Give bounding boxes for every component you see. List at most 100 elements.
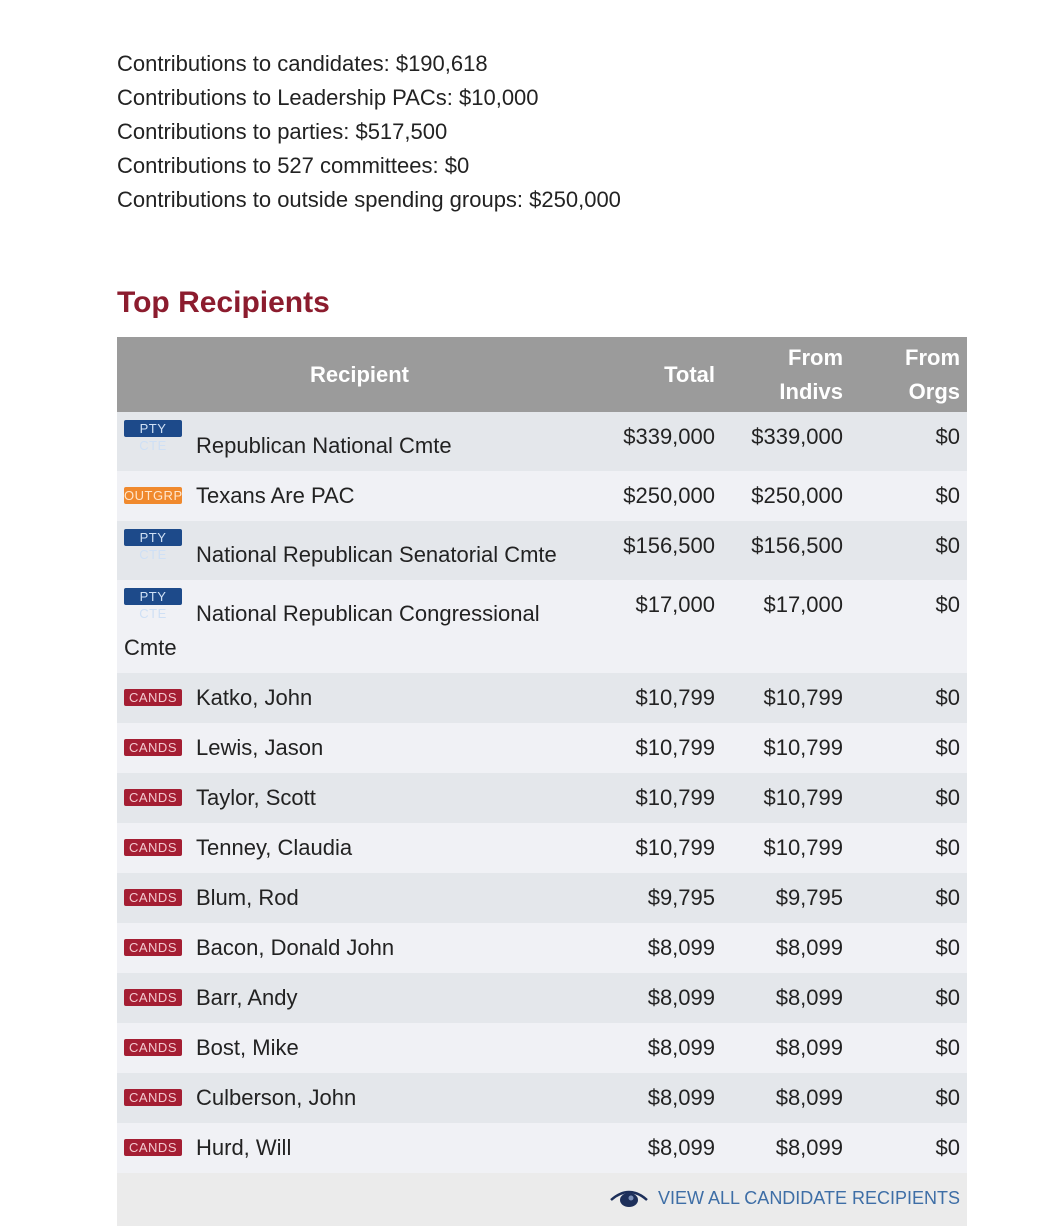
eye-icon: [610, 1190, 648, 1207]
recipient-cell: CANDS Lewis, Jason: [117, 723, 602, 773]
recipient-name: Blum, Rod: [196, 885, 299, 910]
column-header: Recipient: [117, 337, 602, 412]
link-text: VIEW ALL CANDIDATE RECIPIENTS: [657, 1188, 960, 1208]
amount-cell: $0: [850, 773, 967, 823]
amount-cell: $0: [850, 412, 967, 471]
column-header: From Indivs: [722, 337, 850, 412]
amount-cell: $10,799: [722, 773, 850, 823]
summary-line: Contributions to Leadership PACs: $10,00…: [117, 85, 539, 110]
amount-cell: $0: [850, 1023, 967, 1073]
type-badge: CANDS: [124, 789, 182, 806]
amount-cell: $250,000: [722, 471, 850, 521]
amount-cell: $10,799: [722, 823, 850, 873]
view-all-link[interactable]: VIEW ALL CANDIDATE RECIPIENTS: [610, 1181, 960, 1215]
recipient-name: Hurd, Will: [196, 1135, 292, 1160]
table-row: CANDS Hurd, Will $8,099 $8,099 $0: [117, 1123, 967, 1173]
summary-line: Contributions to parties: $517,500: [117, 119, 448, 144]
recipient-name: National Republican Congressional Cmte: [124, 601, 540, 660]
recipient-cell: OUTGRP Texans Are PAC: [117, 471, 602, 521]
amount-cell: $0: [850, 923, 967, 973]
amount-cell: $0: [850, 471, 967, 521]
recipient-cell: PTY CTE Republican National Cmte: [117, 412, 602, 471]
amount-cell: $339,000: [722, 412, 850, 471]
recipient-cell: CANDS Bacon, Donald John: [117, 923, 602, 973]
table-row: CANDS Barr, Andy $8,099 $8,099 $0: [117, 973, 967, 1023]
recipient-name: Katko, John: [196, 685, 313, 710]
type-badge: CANDS: [124, 689, 182, 706]
column-header: From Orgs: [850, 337, 967, 412]
amount-cell: $8,099: [602, 973, 722, 1023]
recipient-cell: CANDS Hurd, Will: [117, 1123, 602, 1173]
type-badge: CANDS: [124, 739, 182, 756]
recipient-name: Republican National Cmte: [196, 433, 452, 458]
recipient-cell: PTY CTE National Republican Senatorial Cm…: [117, 521, 602, 580]
amount-cell: $0: [850, 521, 967, 580]
type-badge: PTY CTE: [124, 529, 182, 562]
amount-cell: $0: [850, 723, 967, 773]
table-row: CANDS Bacon, Donald John $8,099 $8,099 $0: [117, 923, 967, 973]
column-header: Total: [602, 337, 722, 412]
amount-cell: $10,799: [602, 773, 722, 823]
recipient-cell: CANDS Barr, Andy: [117, 973, 602, 1023]
type-badge: CANDS: [124, 889, 182, 906]
amount-cell: $8,099: [722, 1073, 850, 1123]
amount-cell: $0: [850, 673, 967, 723]
table-row: CANDS Bost, Mike $8,099 $8,099 $0: [117, 1023, 967, 1073]
type-badge: CANDS: [124, 1089, 182, 1106]
amount-cell: $17,000: [722, 580, 850, 673]
recipients-table: Recipient Total From Indivs From Orgs PTY C…: [117, 337, 967, 1226]
amount-cell: $9,795: [722, 873, 850, 923]
amount-cell: $8,099: [722, 1123, 850, 1173]
recipient-cell: CANDS Culberson, John: [117, 1073, 602, 1123]
amount-cell: $17,000: [602, 580, 722, 673]
recipient-cell: CANDS Katko, John: [117, 673, 602, 723]
recipient-name: Tenney, Claudia: [196, 835, 353, 860]
recipient-cell: CANDS Bost, Mike: [117, 1023, 602, 1073]
amount-cell: $156,500: [722, 521, 850, 580]
table-row: OUTGRP Texans Are PAC $250,000 $250,000 $0: [117, 471, 967, 521]
table-row: CANDS Lewis, Jason $10,799 $10,799 $0: [117, 723, 967, 773]
amount-cell: $0: [850, 823, 967, 873]
recipient-name: Culberson, John: [196, 1085, 357, 1110]
amount-cell: $10,799: [602, 723, 722, 773]
recipient-name: Bost, Mike: [196, 1035, 299, 1060]
amount-cell: $156,500: [602, 521, 722, 580]
amount-cell: $9,795: [602, 873, 722, 923]
amount-cell: $10,799: [722, 673, 850, 723]
recipient-name: National Republican Senatorial Cmte: [196, 542, 557, 567]
recipient-cell: CANDS Taylor, Scott: [117, 773, 602, 823]
amount-cell: $339,000: [602, 412, 722, 471]
type-badge: OUTGRP: [124, 487, 183, 504]
summary-line: Contributions to 527 committees: $0: [117, 153, 470, 178]
amount-cell: $0: [850, 1123, 967, 1173]
amount-cell: $10,799: [602, 673, 722, 723]
table-row: CANDS Culberson, John $8,099 $8,099 $0: [117, 1073, 967, 1123]
type-badge: CANDS: [124, 1039, 182, 1056]
recipient-name: Texans Are PAC: [196, 483, 355, 508]
table-body: PTY CTE Republican National Cmte $339,000 $…: [117, 412, 967, 1226]
amount-cell: $8,099: [602, 1023, 722, 1073]
recipient-cell: PTY CTE National Republican Congressional…: [117, 580, 602, 673]
amount-cell: $8,099: [602, 923, 722, 973]
amount-cell: $8,099: [722, 923, 850, 973]
header-row: Recipient Total From Indivs From Orgs: [117, 337, 967, 412]
summary-line: Contributions to candidates: $190,618: [117, 51, 488, 76]
table-row: PTY CTE Republican National Cmte $339,000 $…: [117, 412, 967, 471]
recipient-cell: CANDS Tenney, Claudia: [117, 823, 602, 873]
table-row: CANDS Tenney, Claudia $10,799 $10,799 $0: [117, 823, 967, 873]
recipient-name: Taylor, Scott: [196, 785, 316, 810]
amount-cell: $8,099: [722, 973, 850, 1023]
type-badge: PTY CTE: [124, 588, 182, 621]
type-badge: CANDS: [124, 839, 182, 856]
amount-cell: $8,099: [602, 1073, 722, 1123]
type-badge: PTY CTE: [124, 420, 182, 453]
summary-line: Contributions to outside spending groups…: [117, 187, 621, 212]
amount-cell: $0: [850, 873, 967, 923]
table-row: CANDS Taylor, Scott $10,799 $10,799 $0: [117, 773, 967, 823]
table-row: PTY CTE National Republican Congressional…: [117, 580, 967, 673]
recipient-name: Barr, Andy: [196, 985, 298, 1010]
section-heading: Top Recipients: [117, 286, 330, 319]
table-row: PTY CTE National Republican Senatorial Cm…: [117, 521, 967, 580]
table-row: CANDS Katko, John $10,799 $10,799 $0: [117, 673, 967, 723]
amount-cell: $0: [850, 973, 967, 1023]
